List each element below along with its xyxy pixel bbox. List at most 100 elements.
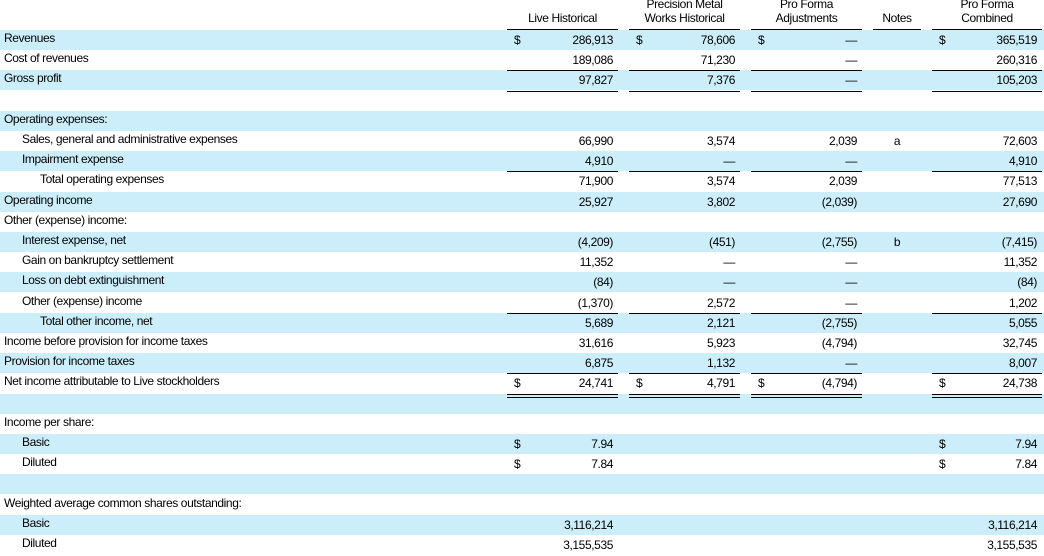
cell-value: 5,055 [1008,315,1037,330]
cell-value: 71,900 [578,174,614,189]
total-rule [507,70,618,72]
cell-value: (2,755) [821,315,858,330]
cell-value: 27,690 [1002,194,1038,209]
header-rule [873,29,921,30]
note-ref: a [893,134,901,148]
cell-value: 8,007 [1008,356,1037,371]
row-shade [0,191,1044,212]
total-rule [751,171,862,173]
double-rule [932,393,1042,398]
row-shade [0,312,1044,333]
cell-value: 1,202 [1008,295,1037,310]
total-rule [629,90,740,92]
row-label: Income per share: [4,414,94,429]
row-label: Provision for income taxes [4,354,135,369]
total-rule [751,70,862,72]
cell-value: 5,923 [706,336,735,350]
cell-value: 3,574 [706,174,735,189]
row-label: Interest expense, net [22,233,126,247]
cell-value: 105,203 [996,73,1037,88]
total-rule [629,373,740,375]
total-rule [629,171,740,173]
row-shade [0,474,1044,495]
double-rule [507,393,618,398]
row-label: Loss on debt extinguishment [22,273,164,288]
cell-value: 32,745 [1002,336,1038,350]
cell-value: 3,155,535 [987,538,1037,552]
header-rule [932,29,1042,30]
row-label: Total other income, net [40,313,153,328]
total-rule [507,171,618,173]
column-header: Adjustments [775,11,838,25]
column-header: Notes [882,11,912,25]
column-header: Pro Forma [779,0,834,11]
cell-value: (4,794) [821,336,858,350]
row-shade [0,232,1044,252]
cell-value: 1,132 [706,356,735,371]
row-shade [0,30,1044,50]
cell-value: (451) [708,235,735,249]
cell-value: (2,755) [821,235,858,249]
row-shade [0,151,1044,172]
cell-value: — [723,255,735,270]
row-label: Basic [22,435,50,449]
header-rule [629,29,740,30]
column-header: Combined [961,11,1013,25]
row-shade [0,353,1044,374]
cell-value: 365,519 [996,33,1037,47]
cell-value: 3,802 [706,194,735,209]
row-label: Other (expense) income [22,293,142,308]
cell-value: 24,741 [578,376,614,391]
column-header: Works Historical [644,11,725,25]
cell-value: — [723,154,735,169]
row-label: Impairment expense [22,152,124,167]
cell-value: 6,875 [584,356,613,371]
cell-value: 3,116,214 [988,517,1037,532]
currency-symbol: $ [636,376,643,391]
cell-value: 3,155,535 [563,538,613,552]
cell-value: 72,603 [1002,134,1038,148]
double-rule [629,393,740,398]
cell-value: 11,352 [579,255,614,270]
row-label: Total operating expenses [40,172,164,187]
cell-value: 24,738 [1002,376,1038,391]
header-rule [751,29,862,30]
total-rule [629,70,740,72]
total-rule [751,312,862,314]
row-label: Operating income [4,192,93,207]
cell-value: — [845,255,857,270]
cell-value: — [723,275,735,290]
cell-value: — [845,154,857,169]
currency-symbol: $ [939,457,946,472]
cell-value: (4,209) [577,235,614,249]
cell-value: 2,572 [706,295,735,310]
column-header: Live Historical [528,11,597,25]
row-label: Basic [22,515,50,530]
total-rule [932,312,1042,314]
cell-value: (7,415) [1001,235,1038,249]
cell-value: 4,791 [706,376,735,391]
row-shade [0,110,1044,131]
cell-value: 97,827 [578,73,614,88]
cell-value: (1,370) [577,295,614,310]
cell-value: — [845,73,857,88]
column-header: Pro Forma [960,0,1014,11]
total-rule [751,90,862,92]
cell-value: 7.94 [1015,437,1037,451]
row-label: Income before provision for income taxes [4,334,208,348]
cell-value: 7,376 [706,73,735,88]
row-label: Gain on bankruptcy settlement [22,253,174,268]
total-rule [932,90,1042,92]
total-rule [629,312,740,314]
row-shade [0,393,1044,414]
row-shade [0,514,1044,535]
row-label: Revenues [4,31,55,45]
cell-value: 77,513 [1002,174,1038,189]
cell-value: 7.94 [591,437,613,451]
cell-value: 71,230 [700,53,736,68]
currency-symbol: $ [514,33,521,47]
header-rule [507,29,618,30]
cell-value: (4,794) [821,376,858,391]
row-label: Weighted average common shares outstandi… [4,495,242,510]
